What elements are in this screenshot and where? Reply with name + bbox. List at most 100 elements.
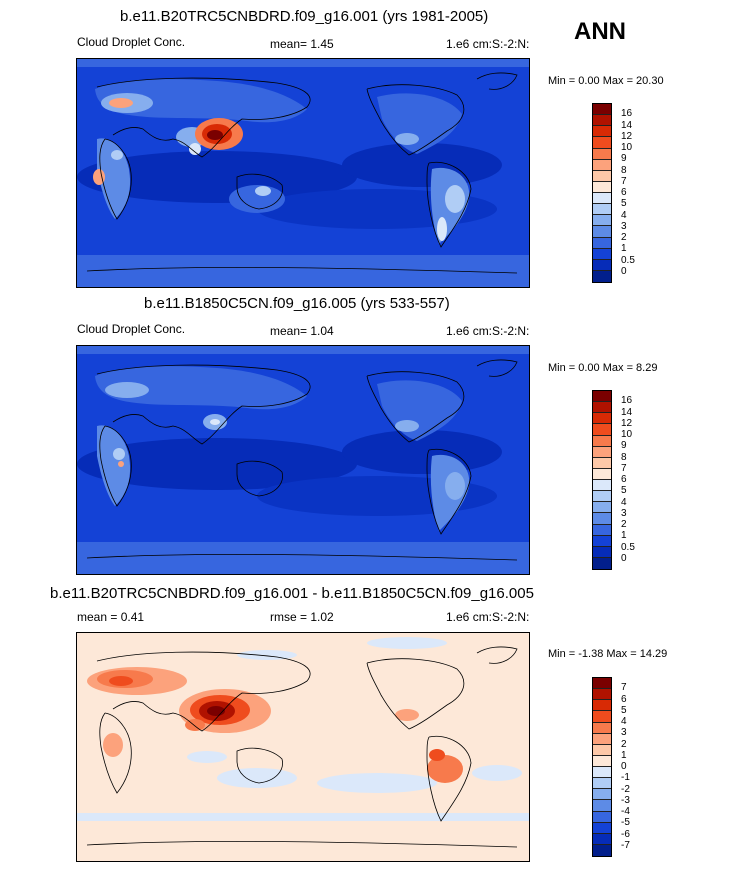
colorbar-tick-label: -1 — [621, 772, 630, 784]
colorbar-swatch — [593, 833, 611, 845]
panel2-title: b.e11.B1850C5CN.f09_g16.005 (yrs 533-557… — [144, 295, 450, 312]
colorbar-tick-label: -7 — [621, 839, 630, 851]
colorbar-swatch — [593, 215, 611, 227]
colorbar-swatch — [593, 248, 611, 260]
panel3-rmse-label: rmse = 1.02 — [270, 610, 334, 624]
panel3-map — [76, 632, 530, 862]
colorbar-tick-label: 5 — [621, 704, 627, 716]
colorbar-swatch — [593, 457, 611, 469]
colorbar-tick-label: 10 — [621, 142, 633, 153]
panel2-mean-label: mean= 1.04 — [270, 324, 334, 338]
colorbar-tick-label: 0 — [621, 265, 627, 277]
colorbar-swatch — [593, 744, 611, 756]
colorbar-swatch — [593, 844, 611, 856]
colorbar-tick-label: 6 — [621, 187, 627, 198]
colorbar-swatch — [593, 557, 611, 569]
colorbar-swatch — [593, 424, 611, 436]
colorbar-swatch — [593, 711, 611, 723]
panel3-mean-label: mean = 0.41 — [77, 610, 145, 624]
colorbar-tick-label: 2 — [621, 232, 627, 243]
colorbar-tick-label: 4 — [621, 716, 627, 727]
panel1-variable-label: Cloud Droplet Conc. — [77, 35, 186, 49]
colorbar-tick-label: 12 — [621, 130, 633, 142]
colorbar-tick-label: -6 — [621, 828, 630, 840]
panel3-minmax: Min = -1.38 Max = 14.29 — [548, 648, 668, 660]
panel2-units-label: 1.e6 cm:S:-2:N: — [446, 324, 530, 338]
colorbar-swatch — [593, 148, 611, 160]
colorbar-tick-label: 0 — [621, 761, 627, 772]
colorbar-tick-label: 3 — [621, 507, 627, 519]
colorbar-swatch — [593, 115, 611, 127]
colorbar-tick-label: 3 — [621, 727, 627, 739]
colorbar-swatch — [593, 700, 611, 712]
panel3-units-label: 1.e6 cm:S:-2:N: — [446, 610, 530, 624]
panel1-colorbar — [592, 103, 612, 283]
colorbar-tick-label: 0.5 — [621, 541, 635, 553]
season-label: ANN — [574, 18, 626, 45]
colorbar-tick-label: 9 — [621, 440, 627, 452]
colorbar-swatch — [593, 513, 611, 525]
colorbar-tick-label: 1 — [621, 530, 627, 542]
panel3-title: b.e11.B20TRC5CNBDRD.f09_g16.001 - b.e11.… — [50, 585, 534, 602]
colorbar-tick-label: 3 — [621, 220, 627, 232]
colorbar-tick-label: 8 — [621, 164, 627, 176]
colorbar-tick-label: -3 — [621, 794, 630, 806]
colorbar-swatch — [593, 535, 611, 547]
colorbar-tick-label: -4 — [621, 806, 630, 817]
colorbar-swatch — [593, 137, 611, 149]
colorbar-swatch — [593, 733, 611, 745]
colorbar-tick-label: 4 — [621, 496, 627, 508]
colorbar-tick-label: 5 — [621, 485, 627, 497]
colorbar-swatch — [593, 689, 611, 701]
colorbar-tick-label: 14 — [621, 406, 633, 418]
colorbar-tick-label: -5 — [621, 817, 630, 829]
colorbar-tick-label: 1 — [621, 243, 627, 255]
panel1-title: b.e11.B20TRC5CNBDRD.f09_g16.001 (yrs 198… — [120, 8, 489, 25]
colorbar-tick-label: 2 — [621, 738, 627, 750]
colorbar-swatch — [593, 446, 611, 458]
colorbar-tick-label: 7 — [621, 462, 627, 474]
colorbar-swatch — [593, 778, 611, 790]
colorbar-swatch — [593, 502, 611, 514]
colorbar-tick-label: 0.5 — [621, 254, 635, 266]
colorbar-swatch — [593, 491, 611, 503]
panel3-colorbar — [592, 677, 612, 857]
colorbar-swatch — [593, 800, 611, 812]
colorbar-tick-label: 2 — [621, 519, 627, 530]
colorbar-swatch — [593, 546, 611, 558]
colorbar-swatch — [593, 767, 611, 779]
colorbar-swatch — [593, 435, 611, 447]
colorbar-tick-label: 4 — [621, 209, 627, 221]
colorbar-swatch — [593, 524, 611, 536]
colorbar-tick-label: 7 — [621, 682, 627, 694]
colorbar-tick-label: 9 — [621, 153, 627, 165]
colorbar-tick-label: 14 — [621, 119, 633, 131]
colorbar-tick-label: -2 — [621, 783, 630, 795]
colorbar-swatch — [593, 480, 611, 492]
colorbar-swatch — [593, 193, 611, 205]
colorbar-tick-label: 10 — [621, 429, 633, 440]
colorbar-swatch — [593, 811, 611, 823]
colorbar-swatch — [593, 226, 611, 238]
colorbar-swatch — [593, 104, 611, 116]
panel2-colorbar — [592, 390, 612, 570]
colorbar-swatch — [593, 204, 611, 216]
colorbar-swatch — [593, 126, 611, 138]
colorbar-swatch — [593, 413, 611, 425]
colorbar-tick-label: 16 — [621, 108, 633, 120]
colorbar-swatch — [593, 181, 611, 193]
colorbar-swatch — [593, 822, 611, 834]
colorbar-swatch — [593, 159, 611, 171]
panel1-mean-label: mean= 1.45 — [270, 37, 334, 51]
colorbar-tick-label: 8 — [621, 451, 627, 463]
colorbar-tick-label: 1 — [621, 749, 627, 761]
colorbar-swatch — [593, 391, 611, 403]
colorbar-swatch — [593, 270, 611, 282]
colorbar-tick-label: 7 — [621, 175, 627, 187]
colorbar-swatch — [593, 722, 611, 734]
colorbar-tick-label: 12 — [621, 417, 633, 429]
colorbar-swatch — [593, 237, 611, 249]
colorbar-swatch — [593, 755, 611, 767]
panel2-map — [76, 345, 530, 575]
colorbar-tick-label: 6 — [621, 693, 627, 705]
